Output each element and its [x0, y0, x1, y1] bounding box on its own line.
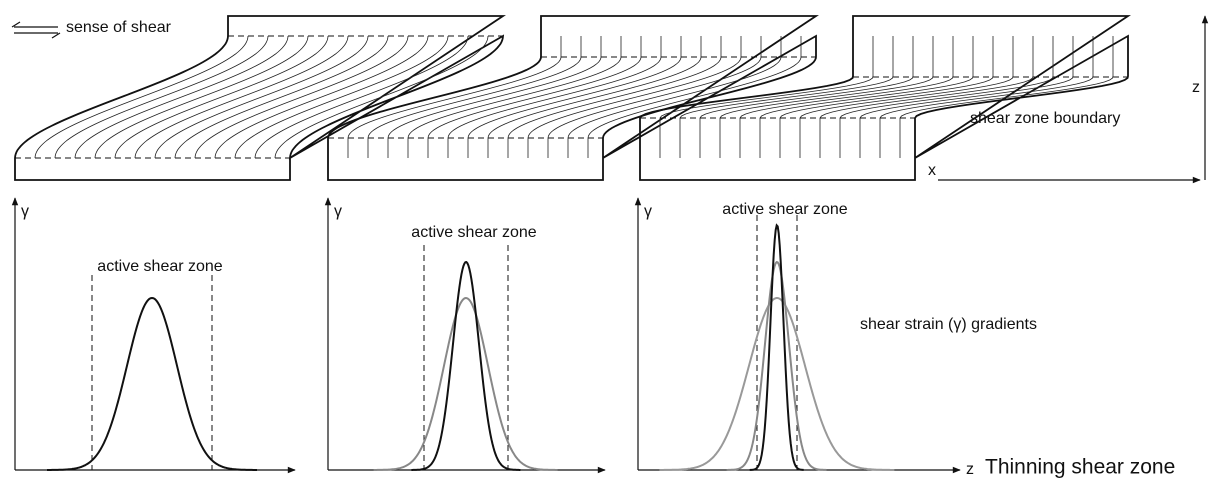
- shear-line: [859, 36, 1074, 158]
- strain-curve: [726, 260, 827, 471]
- shear-line: [427, 36, 642, 158]
- shear-line: [799, 36, 1014, 158]
- strain-curve: [749, 223, 804, 471]
- shear-line: [174, 35, 389, 159]
- shear-line: [719, 36, 934, 158]
- shear-line: [154, 35, 369, 159]
- shear-line: [759, 36, 974, 158]
- shear-line: [94, 35, 309, 159]
- shear-line: [134, 35, 349, 159]
- strain-curve: [659, 297, 895, 471]
- caption: Thinning shear zone: [985, 456, 1175, 479]
- shear-line: [659, 36, 874, 158]
- strain-curve: [373, 296, 558, 471]
- z-axis-label: z: [1192, 79, 1200, 96]
- zone-label: active shear zone: [97, 258, 223, 275]
- shear-line: [899, 36, 1114, 158]
- y-axis-label: γ: [21, 203, 29, 220]
- shear-sense-label: sense of shear: [66, 19, 172, 36]
- shear-line: [839, 36, 1054, 158]
- block-outline: [639, 15, 1131, 181]
- shear-line: [467, 36, 682, 158]
- shear-line: [679, 36, 894, 158]
- shear-line: [487, 36, 702, 158]
- shear-line: [879, 36, 1094, 158]
- strain-curve: [411, 261, 521, 471]
- shear-line: [194, 35, 409, 159]
- y-axis-label: γ: [644, 203, 652, 220]
- x-axis-label: x: [928, 162, 936, 179]
- shear-line: [74, 35, 289, 159]
- gradient-label: shear strain (γ) gradients: [860, 316, 1037, 333]
- boundary-label: shear zone boundary: [970, 110, 1120, 127]
- shear-line: [819, 36, 1034, 158]
- shear-line: [234, 35, 449, 159]
- shear-line: [54, 35, 269, 159]
- shear-line: [507, 36, 722, 158]
- shear-line: [699, 36, 914, 158]
- shear-line: [547, 36, 762, 158]
- block-outline: [327, 15, 819, 181]
- shear-line: [779, 36, 994, 158]
- shear-line: [387, 36, 602, 158]
- strain-curve: [47, 296, 257, 471]
- x-axis-label: z: [966, 461, 974, 478]
- shear-line: [274, 35, 489, 159]
- shear-line: [739, 36, 954, 158]
- shear-line: [34, 35, 249, 159]
- zone-label: active shear zone: [722, 201, 848, 218]
- shear-line: [114, 35, 329, 159]
- shear-arrows: [11, 21, 61, 39]
- block-outline: [14, 15, 506, 181]
- y-axis-label: γ: [334, 203, 342, 220]
- shear-line: [214, 35, 429, 159]
- shear-line: [254, 35, 469, 159]
- zone-label: active shear zone: [411, 224, 537, 241]
